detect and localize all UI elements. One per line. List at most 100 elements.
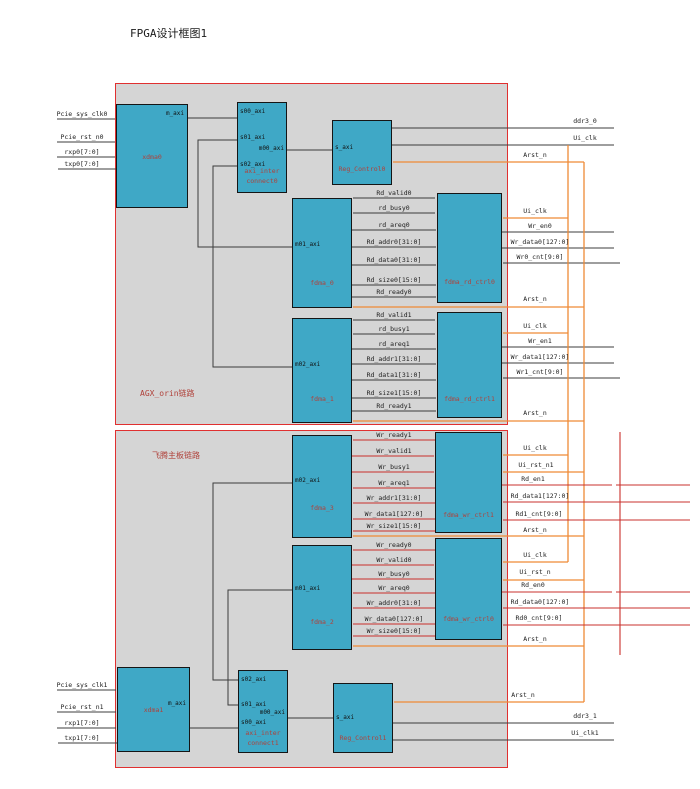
label-ui-rst-n: Ui_rst_n [519,568,551,576]
block-fdma1-label: fdma_1 [310,395,334,403]
label-arst-n-rdctrl1: Arst_n [523,409,547,417]
zone-feiteng-label: 飞腾主板链路 [152,451,200,460]
label-rd-ready0: Rd_ready0 [376,288,412,296]
label-rd-data0-127: Rd_data0[127:0] [510,598,570,606]
port-s00-axi: s00_axi [240,108,266,115]
label-arst-n-reg0: Arst_n [523,151,547,159]
label-txp1: txp1[7:0] [64,734,100,742]
label-rd-addr0: Rd_addr0[31:0] [366,238,422,246]
label-wr-data1-127-out: Wr_data1[127:0] [510,353,570,361]
label-wr-busy1: Wr_busy1 [378,463,410,471]
block-interconnect1-label-2: connect1 [247,739,279,747]
label-wr-en0: Wr_en0 [528,222,552,230]
label-rd-size0: Rd_size0[15:0] [366,276,422,284]
label-wr0-cnt: Wr0_cnt[9:0] [516,253,564,261]
port-s-axi: s_axi [336,714,355,721]
block-xdma1-label: xdma1 [143,706,164,714]
block-fdma-wr-ctrl0-label: fdma_wr_ctrl0 [443,615,494,623]
label-wr-data0-127: Wr_data0[127:0] [364,615,424,623]
label-wr-addr0: Wr_addr0[31:0] [366,599,422,607]
label-rd-en1: Rd_en1 [521,475,545,483]
block-fdma-wr-ctrl0: fdma_wr_ctrl0 [435,538,502,640]
label-ui-clk-rdctrl0: Ui_clk [523,207,547,215]
block-interconnect1-label-1: axi_inter [245,729,281,737]
label-wr-data1-127: Wr_data1[127:0] [364,510,424,518]
port-m02-axi: m02_axi [295,477,321,484]
port-m-axi: m_axi [167,700,186,707]
port-s-axi: s_axi [335,144,354,151]
label-wr-areq1: Wr_areq1 [378,479,410,487]
block-fdma-wr-ctrl1-label: fdma_wr_ctrl1 [443,511,494,519]
label-rd-valid1: Rd_valid1 [376,311,412,319]
port-m01-axi: m01_axi [295,585,321,592]
label-rd1-cnt: Rd1_cnt[9:0] [515,510,563,518]
label-wr-data0-127-out: Wr_data0[127:0] [510,238,570,246]
label-pcie-sys-clk0: Pcie_sys_clk0 [56,110,108,118]
block-fdma-wr-ctrl1: fdma_wr_ctrl1 [435,432,502,533]
label-rxp1: rxp1[7:0] [64,719,100,727]
block-fdma3-label: fdma_3 [310,504,334,512]
port-s01-axi: s01_axi [241,701,267,708]
label-rd-busy0: rd_busy0 [378,204,410,212]
label-ui-rst-n1: Ui_rst_n1 [518,461,554,469]
label-arst-n-fdma3: Arst_n [523,526,547,534]
block-fdma1: m02_axi fdma_1 [292,318,352,423]
block-xdma1: m_axi xdma1 [117,667,190,752]
label-pcie-rst-n1: Pcie_rst_n1 [60,703,104,711]
label-ui-clk-wrctrl0: Ui_clk [523,551,547,559]
port-s00-axi: s00_axi [241,719,267,726]
zone-agx-orin-label: AGX_orin链路 [140,389,195,398]
block-axi-interconnect0: s00_axi s01_axi s02_axi m00_axi axi_inte… [237,102,287,193]
label-ui-clk1: Ui_clk1 [571,729,599,737]
block-fdma-rd-ctrl0-label: fdma_rd_ctrl0 [444,278,495,286]
label-wr-valid1: Wr_valid1 [376,447,412,455]
port-s02-axi: s02_axi [241,676,267,683]
label-arst-n-rdctrl0: Arst_n [523,295,547,303]
label-wr-ready0: Wr_ready0 [376,541,412,549]
label-rd-size1: Rd_size1[15:0] [366,389,422,397]
label-ui-clk-reg0: Ui_clk [573,134,597,142]
label-wr-ready1: Wr_ready1 [376,431,412,439]
port-s01-axi: s01_axi [240,134,266,141]
label-wr-size1: Wr_size1[15:0] [366,522,422,530]
port-m00-axi: m00_axi [259,709,285,716]
label-rd-data1-31: Rd_data1[31:0] [366,371,422,379]
label-rd-areq1: rd_areq1 [378,340,410,348]
label-rd-en0: Rd_en0 [521,581,545,589]
label-ddr3-1: ddr3_1 [573,712,597,720]
block-fdma-rd-ctrl0: fdma_rd_ctrl0 [437,193,502,303]
label-rd-data1-127: Rd_data1[127:0] [510,492,570,500]
block-xdma0: m_axi xdma0 [116,104,188,208]
block-xdma0-label: xdma0 [142,153,162,161]
block-reg-control0: s_axi Reg_Control0 [332,120,392,185]
label-rd-addr1: Rd_addr1[31:0] [366,355,422,363]
block-fdma2-label: fdma_2 [310,618,334,626]
port-m00-axi: m00_axi [258,145,284,152]
label-wr-areq0: Wr_areq0 [378,584,410,592]
block-interconnect0-label-2: connect0 [246,177,278,185]
label-pcie-rst-n0: Pcie_rst_n0 [60,133,104,141]
block-fdma3: m02_axi fdma_3 [292,435,352,538]
label-wr1-cnt: Wr1_cnt[9:0] [516,368,564,376]
label-ui-clk-rdctrl1: Ui_clk [523,322,547,330]
label-rd-ready1: Rd_ready1 [376,402,412,410]
label-ddr3-0: ddr3_0 [573,117,597,125]
label-rd-data0-31: Rd_data0[31:0] [366,256,422,264]
block-fdma0-label: fdma_0 [310,279,334,287]
port-m-axi: m_axi [165,110,184,117]
block-interconnect0-label-1: axi_inter [244,167,280,175]
block-fdma-rd-ctrl1-label: fdma_rd_ctrl1 [444,395,495,403]
label-arst-n-fdma2: Arst_n [523,635,547,643]
label-rd-valid0: Rd_valid0 [376,189,412,197]
block-reg-control0-label: Reg_Control0 [338,165,386,173]
label-wr-size0: Wr_size0[15:0] [366,627,422,635]
page-title: FPGA设计框图1 [130,27,208,40]
label-pcie-sys-clk1: Pcie_sys_clk1 [56,681,108,689]
label-arst-n-reg1: Arst_n [511,691,535,699]
port-m01-axi: m01_axi [295,241,321,248]
label-rd-areq0: rd_areq0 [378,221,410,229]
port-m02-axi: m02_axi [295,361,321,368]
label-wr-addr1: Wr_addr1[31:0] [366,494,422,502]
block-axi-interconnect1: s02_axi s01_axi s00_axi m00_axi axi_inte… [238,670,288,753]
